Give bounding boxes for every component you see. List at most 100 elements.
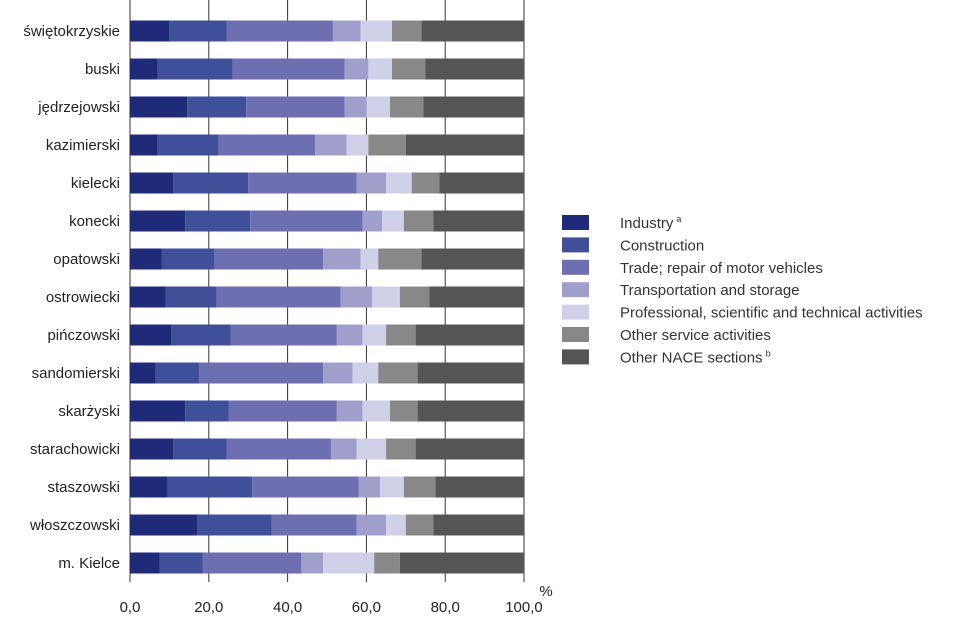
category-label: starachowicki <box>30 441 120 458</box>
bar-segment <box>358 476 381 498</box>
bar-segment <box>323 248 361 270</box>
bar-segment <box>411 172 440 194</box>
bar-segment <box>360 20 393 42</box>
bar-segment <box>346 134 369 156</box>
bar-segment <box>130 552 160 574</box>
bar-segment <box>433 514 524 536</box>
legend-label-text: Industry <box>620 215 674 232</box>
bar-segment <box>198 362 324 384</box>
bar-segment <box>344 58 369 80</box>
category-labels: świętokrzyskie buski jędrzejowski kazimiers… <box>23 23 120 572</box>
bar-segment <box>362 210 383 232</box>
bar-segment <box>362 324 387 346</box>
x-tick-label: 80,0 <box>431 599 460 616</box>
bar-segment <box>230 324 337 346</box>
bar-segment <box>399 286 430 308</box>
bar-segment <box>372 286 400 308</box>
bar-segment <box>390 96 424 118</box>
bar-segment <box>250 210 363 232</box>
category-label: staszowski <box>47 479 120 496</box>
bar-segment <box>155 362 199 384</box>
category-label: sandomierski <box>32 365 120 382</box>
bar-segment <box>130 514 197 536</box>
bar-segment <box>130 172 174 194</box>
category-label: ostrowiecki <box>46 289 120 306</box>
bar-segment <box>390 400 418 422</box>
bar-segment <box>130 96 188 118</box>
bar-segment <box>246 96 345 118</box>
bar-segment <box>380 476 404 498</box>
bar-segment <box>171 324 231 346</box>
bar-segment <box>403 476 436 498</box>
legend-label: Industry a <box>620 214 681 232</box>
category-label: m. Kielce <box>58 555 120 572</box>
legend-swatch <box>562 215 589 230</box>
legend-swatch <box>562 237 589 253</box>
bar-segment <box>360 248 379 270</box>
bar-segment <box>196 514 272 536</box>
category-label: konecki <box>69 213 120 230</box>
category-label: świętokrzyskie <box>23 23 120 40</box>
x-tick-label: 100,0 <box>505 599 543 616</box>
bar-segment <box>228 400 337 422</box>
x-tick-label: 0,0 <box>120 599 141 616</box>
bar-segment <box>352 362 379 384</box>
bar-segment <box>157 134 219 156</box>
category-label: opatowski <box>53 251 120 268</box>
bar-segment <box>167 476 253 498</box>
bar-segment <box>374 552 400 574</box>
legend-label-text: Professional, scientific and technical a… <box>620 305 923 322</box>
legend-swatch <box>562 282 589 298</box>
bar-segment <box>130 286 166 308</box>
bar-segment <box>405 134 524 156</box>
bar-segment <box>330 438 357 460</box>
bar-segment <box>185 400 229 422</box>
bar-segment <box>130 134 158 156</box>
category-label: włoszczowski <box>29 517 120 534</box>
legend-swatch <box>562 349 589 365</box>
bar-segment <box>252 476 359 498</box>
bar-segment <box>130 476 168 498</box>
legend-label-text: Trade; repair of motor vehicles <box>620 260 823 277</box>
bar-segment <box>130 438 174 460</box>
bar-segment <box>130 362 156 384</box>
bar-segment <box>421 248 524 270</box>
category-label: kazimierski <box>46 137 120 154</box>
bar-segment <box>429 286 524 308</box>
category-label: buski <box>85 61 120 78</box>
category-label: kielecki <box>71 175 120 192</box>
legend-footnote-mark: a <box>676 214 681 224</box>
x-tick-label: 20,0 <box>194 599 223 616</box>
legend-label: Construction <box>620 237 704 254</box>
legend-label: Other service activities <box>620 327 771 344</box>
legend-label-text: Construction <box>620 237 704 254</box>
x-tick-label: 60,0 <box>352 599 381 616</box>
bar-segment <box>362 400 391 422</box>
bar-segment <box>226 438 331 460</box>
legend-label: Other NACE sections b <box>620 348 771 366</box>
bar-segment <box>344 96 367 118</box>
bar-segment <box>232 58 345 80</box>
bar-segment <box>386 172 412 194</box>
bar-segment <box>405 514 434 536</box>
bar-segment <box>417 362 524 384</box>
bar-segment <box>216 286 341 308</box>
legend-swatch <box>562 259 589 275</box>
bar-segment <box>403 210 434 232</box>
bar-segment <box>226 20 333 42</box>
bar-segment <box>386 438 416 460</box>
bar-segment <box>271 514 357 536</box>
bar-segment <box>130 400 186 422</box>
bar-segment <box>130 20 170 42</box>
bar-segment <box>439 172 524 194</box>
bar-segment <box>386 324 416 346</box>
bar-segment <box>315 134 347 156</box>
bar-segment <box>161 248 215 270</box>
bar-segment <box>323 552 375 574</box>
legend-footnote-mark: b <box>766 348 771 358</box>
bar-segment <box>157 58 233 80</box>
legend-label-text: Transportation and storage <box>620 282 800 299</box>
bar-segment <box>218 134 316 156</box>
legend: Industry a Construction Trade; repair of mo… <box>562 214 923 366</box>
bar-segment <box>323 362 353 384</box>
